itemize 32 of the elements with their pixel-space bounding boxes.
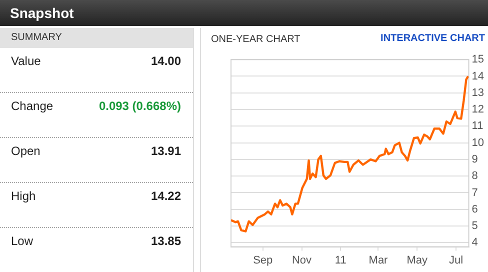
y-tick-label: 9 [472, 153, 478, 166]
y-tick-label: 7 [472, 186, 478, 199]
text: Open [11, 144, 40, 158]
x-tick-label: Nov [292, 254, 312, 266]
y-tick-label: 11 [472, 120, 484, 132]
x-tick-label: May [406, 254, 428, 266]
y-tick-label: 10 [472, 136, 484, 149]
text: 13.91 [150, 144, 181, 158]
x-tick-label: Sep [253, 254, 273, 266]
y-tick-label: 14 [472, 70, 484, 82]
y-tick-label: 8 [472, 170, 478, 182]
chart-title: ONE-YEAR CHART [211, 34, 300, 45]
text: Low [11, 234, 34, 248]
text: Change [11, 99, 54, 113]
text: Value [11, 54, 41, 68]
x-tick-label: 11 [334, 254, 346, 266]
y-tick-label: 13 [472, 86, 484, 99]
text: 14.00 [150, 54, 181, 68]
x-tick-label: Mar [368, 254, 388, 266]
y-tick-label: 6 [472, 203, 478, 216]
y-tick-label: 12 [472, 104, 484, 116]
text: SUMMARY [0, 28, 193, 48]
text: 0.093 (0.668%) [98, 99, 181, 113]
y-tick-label: 15 [472, 54, 484, 66]
text: High [11, 189, 36, 203]
y-tick-label: 5 [472, 220, 478, 232]
text: 13.85 [150, 234, 181, 248]
text: Snapshot [0, 0, 488, 26]
text: 14.22 [150, 189, 181, 203]
y-tick-label: 4 [472, 236, 478, 249]
text: INTERACTIVE CHART [380, 33, 485, 44]
x-tick-label: Jul [448, 254, 464, 266]
